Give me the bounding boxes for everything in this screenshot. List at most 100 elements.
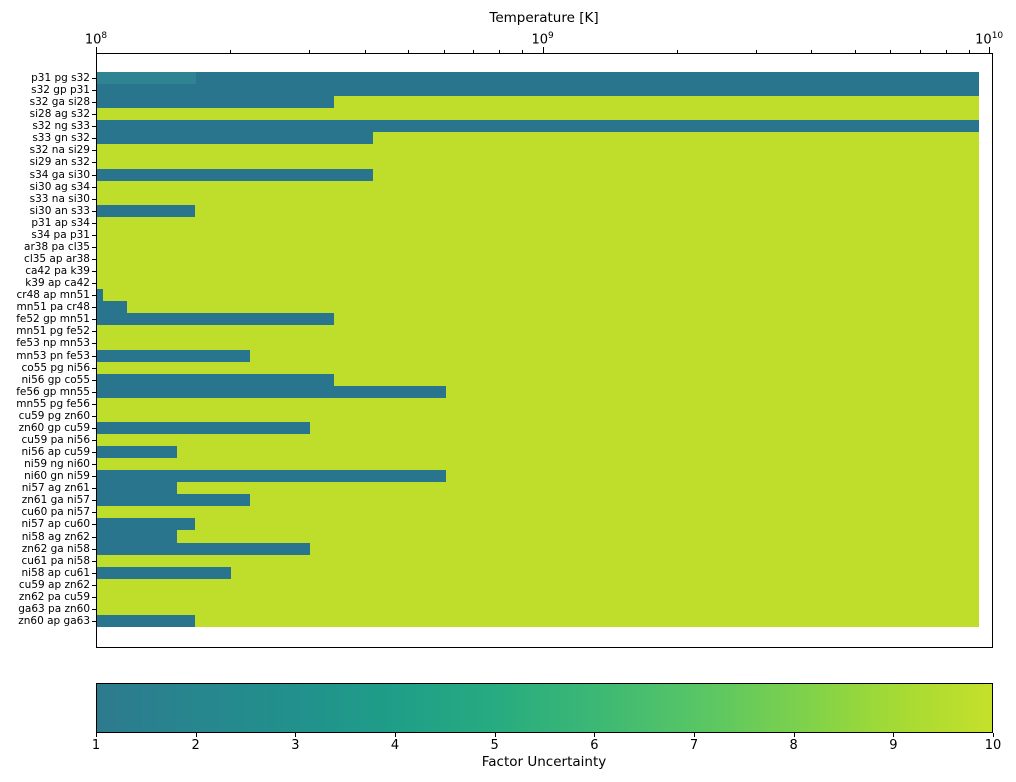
colorbar-tick-mark [993,733,994,737]
y-tick-label: cu59 pg zn60 [18,409,90,422]
y-tick-mark [92,343,96,344]
y-tick-mark [92,199,96,200]
y-tick-mark [92,295,96,296]
y-tick-mark [92,356,96,357]
bar-row-mn51-pg-fe52 [97,325,980,337]
y-tick-mark [92,138,96,139]
bar-row-ni57-ap-cu60 [97,518,980,530]
colorbar-tick-label: 1 [91,738,101,753]
bar-row-cu59-ap-zn62 [97,579,980,591]
y-tick-mark [92,561,96,562]
y-axis-ticks [0,0,96,660]
colorbar-tick-mark [395,733,396,737]
bar-row-cu59-pa-ni56 [97,434,980,446]
x-minor-tick [969,49,970,53]
y-tick-mark [92,247,96,248]
y-tick-label: s34 ga si30 [29,168,90,181]
y-tick-mark [92,331,96,332]
y-tick-mark [92,114,96,115]
bar-low-uncertainty-segment [97,169,373,181]
bar-low-uncertainty-segment [97,615,196,627]
colorbar [96,683,993,733]
bar-row-s32-ng-s33 [97,120,980,132]
y-tick-label: ga63 pa zn60 [18,602,90,615]
y-tick-mark [92,488,96,489]
y-tick-mark [92,126,96,127]
x-major-tick [543,47,544,53]
y-tick-label: cu59 pa ni56 [21,433,91,446]
y-tick-label: cu60 pa ni57 [21,506,91,519]
colorbar-tick-label: 3 [291,738,300,753]
y-tick-mark [92,368,96,369]
x-minor-tick [473,49,474,53]
y-tick-label: s32 gp p31 [31,84,90,97]
y-tick-label: s32 ng s33 [32,120,90,133]
bar-row-si29-an-s32 [97,156,980,169]
colorbar-tick-label: 9 [889,738,898,753]
bar-low-uncertainty-segment [97,374,335,386]
bar-row-s33-na-si30 [97,193,980,205]
bar-low-uncertainty-segment [97,518,196,530]
colorbar-tick-label: 6 [590,738,599,753]
bar-row-ni56-gp-co55 [97,374,980,386]
bar-row-s32-ga-si28 [97,96,980,108]
colorbar-tick-mark [96,733,97,737]
colorbar-tick-mark [594,733,595,737]
x-minor-tick [946,49,947,53]
y-tick-mark [92,573,96,574]
y-tick-mark [92,585,96,586]
x-tick-label: 108 [84,31,108,48]
y-tick-label: cr48 ap mn51 [16,289,90,302]
bar-row-zn60-ap-ga63 [97,615,980,627]
bar-low-uncertainty-segment [97,301,128,313]
bar-low-uncertainty-segment [97,289,103,301]
bar-row-p31-pg-s32 [97,72,980,84]
bar-row-s34-pa-p31 [97,229,980,241]
y-tick-mark [92,78,96,79]
y-tick-label: mn53 pn fe53 [16,349,90,362]
bar-row-s32-na-si29 [97,144,980,156]
y-tick-mark [92,428,96,429]
y-tick-label: si29 an s32 [29,156,90,169]
y-tick-label: ni56 gp co55 [21,373,91,386]
y-tick-label: si30 ag s34 [29,180,90,193]
y-tick-label: ni60 gn ni59 [24,470,90,483]
y-tick-mark [92,187,96,188]
bar-row-cu61-pa-ni58 [97,555,980,567]
colorbar-axis-label: Factor Uncertainty [481,754,607,770]
colorbar-tick-mark [196,733,197,737]
bar-row-ga63-pa-zn60 [97,603,980,615]
y-tick-label: ni57 ag zn61 [21,482,90,495]
bar-row-co55-pg-ni56 [97,362,980,374]
bar-low-uncertainty-segment [97,530,177,543]
bar-low-uncertainty-segment [97,72,980,84]
y-tick-label: ar38 pa cl35 [24,240,90,253]
y-tick-label: p31 ap s34 [31,216,90,229]
colorbar-tick-mark [794,733,795,737]
y-tick-mark [92,102,96,103]
bar-row-mn53-pn-fe53 [97,350,980,362]
bar-row-k39-ap-ca42 [97,277,980,289]
x-major-tick [989,47,990,53]
bar-light-teal-segment [97,72,197,84]
y-tick-label: cu59 ap zn62 [18,578,90,591]
y-tick-mark [92,283,96,284]
y-tick-mark [92,392,96,393]
y-tick-label: s33 gn s32 [32,132,90,145]
top-axis-ticks [0,0,1016,60]
y-tick-mark [92,307,96,308]
y-tick-mark [92,524,96,525]
bar-row-p31-ap-s34 [97,217,980,229]
bar-low-uncertainty-segment [97,386,447,398]
colorbar-tick-label: 7 [689,738,699,753]
bar-row-ni59-ng-ni60 [97,458,980,470]
colorbar-tick-mark [694,733,695,737]
y-tick-label: zn62 ga ni58 [21,542,90,555]
y-tick-mark [92,549,96,550]
y-tick-mark [92,223,96,224]
y-tick-label: cl35 ap ar38 [24,253,90,265]
colorbar-tick-mark [495,733,496,737]
x-tick-label: 109 [531,31,554,48]
